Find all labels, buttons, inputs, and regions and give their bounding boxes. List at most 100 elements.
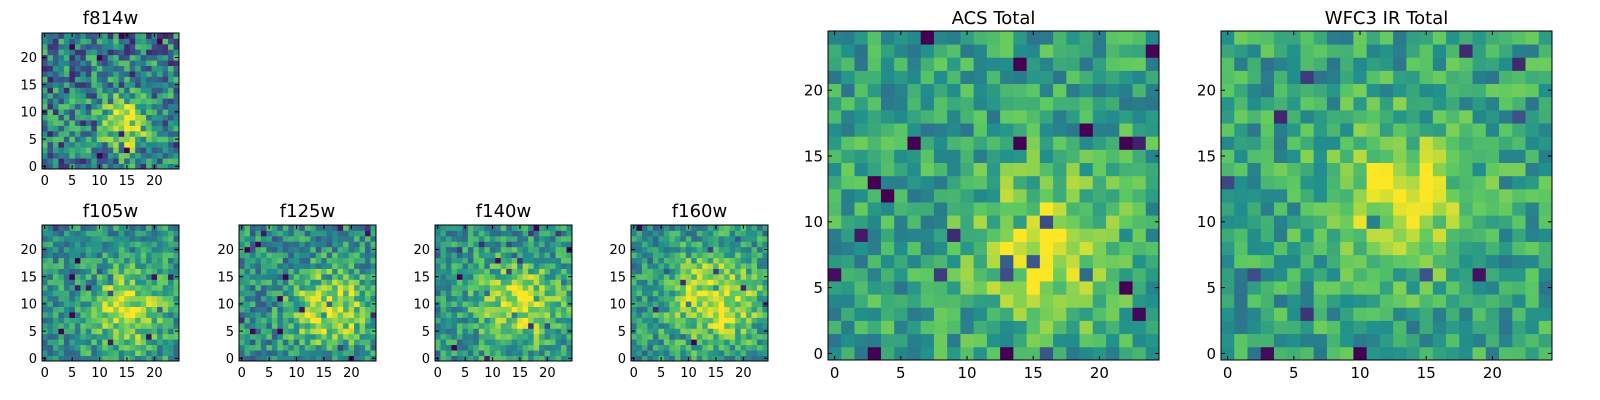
heatmap-cell bbox=[42, 241, 48, 248]
heatmap-cell bbox=[271, 312, 278, 318]
heatmap-cell bbox=[533, 333, 540, 340]
heatmap-cell bbox=[1538, 136, 1553, 150]
heatmap-cell bbox=[107, 301, 114, 307]
heatmap-cell bbox=[1472, 96, 1487, 111]
heatmap-cell bbox=[47, 252, 54, 259]
heatmap-cell bbox=[1300, 307, 1315, 321]
heatmap-cell bbox=[1525, 346, 1540, 361]
heatmap-cell bbox=[162, 71, 169, 77]
heatmap-cell bbox=[561, 268, 567, 275]
heatmap-cell bbox=[47, 317, 54, 324]
heatmap-cell bbox=[80, 65, 87, 72]
heatmap-cell bbox=[960, 254, 975, 269]
heatmap-cell bbox=[52, 333, 59, 340]
x-tick-label: 0 bbox=[830, 364, 840, 382]
heatmap-cell bbox=[135, 322, 142, 329]
heatmap-cell bbox=[1472, 31, 1487, 45]
heatmap-cell bbox=[74, 103, 81, 110]
heatmap-cell bbox=[528, 312, 535, 318]
heatmap-cell bbox=[1512, 228, 1526, 242]
heatmap-cell bbox=[680, 225, 687, 231]
heatmap-cell bbox=[102, 141, 109, 148]
heatmap-cell bbox=[293, 268, 300, 275]
heatmap-cell bbox=[359, 317, 366, 324]
heatmap-cell bbox=[555, 295, 562, 302]
heatmap-cell bbox=[435, 230, 441, 237]
heatmap-cell bbox=[506, 322, 513, 329]
heatmap-cell bbox=[1446, 149, 1460, 163]
heatmap-cell bbox=[135, 109, 142, 115]
heatmap-cell bbox=[1273, 149, 1288, 163]
heatmap-cell bbox=[500, 268, 507, 275]
heatmap-cell bbox=[550, 241, 556, 248]
heatmap-cell bbox=[652, 279, 659, 286]
heatmap-cell bbox=[555, 333, 562, 340]
heatmap-cell bbox=[343, 268, 349, 275]
heatmap-cell bbox=[451, 344, 458, 351]
heatmap-cell bbox=[343, 333, 349, 340]
heatmap-cell bbox=[1053, 254, 1067, 269]
heatmap-cell bbox=[162, 120, 169, 126]
heatmap-cell bbox=[1053, 307, 1067, 321]
x-tick-label: 5 bbox=[461, 366, 469, 381]
heatmap-cell bbox=[69, 257, 76, 264]
heatmap-cell bbox=[1472, 162, 1487, 177]
heatmap-cell bbox=[107, 65, 114, 72]
heatmap-cell bbox=[746, 317, 752, 324]
heatmap-cell bbox=[107, 246, 114, 253]
heatmap-cell bbox=[255, 257, 262, 264]
heatmap-cell bbox=[674, 301, 681, 307]
heatmap-cell bbox=[1512, 188, 1526, 203]
heatmap-cell bbox=[631, 241, 637, 248]
heatmap-cell bbox=[69, 125, 76, 132]
heatmap-cell bbox=[1106, 175, 1120, 190]
heatmap-cell bbox=[1013, 83, 1027, 98]
heatmap-cell bbox=[489, 322, 496, 329]
heatmap-cell bbox=[162, 49, 169, 56]
heatmap-cell bbox=[102, 136, 109, 143]
heatmap-cell bbox=[1366, 162, 1381, 177]
heatmap-cell bbox=[1247, 57, 1262, 71]
heatmap-cell bbox=[517, 257, 524, 264]
heatmap-cell bbox=[1053, 31, 1067, 45]
heatmap-cell bbox=[162, 81, 169, 88]
heatmap-cell bbox=[359, 295, 366, 302]
heatmap-cell bbox=[277, 339, 284, 346]
heatmap-cell bbox=[47, 328, 54, 335]
heatmap-cell bbox=[735, 333, 741, 340]
heatmap-cell bbox=[484, 252, 491, 259]
heatmap-cell bbox=[445, 328, 452, 335]
heatmap-cell bbox=[244, 246, 251, 253]
heatmap-cell bbox=[1026, 202, 1041, 216]
heatmap-cell bbox=[1366, 109, 1381, 124]
heatmap-cell bbox=[920, 136, 935, 150]
heatmap-cell bbox=[484, 355, 491, 362]
heatmap-cell bbox=[550, 235, 556, 242]
heatmap-cell bbox=[1039, 241, 1054, 256]
heatmap-cell bbox=[647, 246, 654, 253]
heatmap-cell bbox=[973, 149, 988, 163]
heatmap-cell bbox=[299, 328, 306, 335]
heatmap-cell bbox=[107, 163, 114, 170]
heatmap-cell bbox=[74, 355, 81, 362]
heatmap-cell bbox=[1234, 215, 1248, 229]
heatmap-cell bbox=[894, 241, 908, 256]
heatmap-cell bbox=[1379, 188, 1394, 203]
heatmap-cell bbox=[555, 328, 562, 335]
heatmap-cell bbox=[315, 350, 322, 356]
heatmap-cell bbox=[343, 317, 349, 324]
heatmap-cell bbox=[1459, 228, 1473, 242]
heatmap-cell bbox=[140, 33, 147, 39]
heatmap-cell bbox=[47, 98, 54, 105]
heatmap-cell bbox=[680, 301, 687, 307]
heatmap-cell bbox=[685, 252, 692, 259]
heatmap-cell bbox=[337, 344, 344, 351]
heatmap-cell bbox=[920, 307, 935, 321]
heatmap-cell bbox=[63, 257, 70, 264]
heatmap-cell bbox=[445, 312, 452, 318]
heatmap-cell bbox=[107, 49, 114, 56]
heatmap-cell bbox=[740, 235, 747, 242]
heatmap-cell bbox=[1000, 123, 1014, 137]
heatmap-cell bbox=[42, 49, 48, 56]
heatmap-cell bbox=[146, 355, 152, 362]
